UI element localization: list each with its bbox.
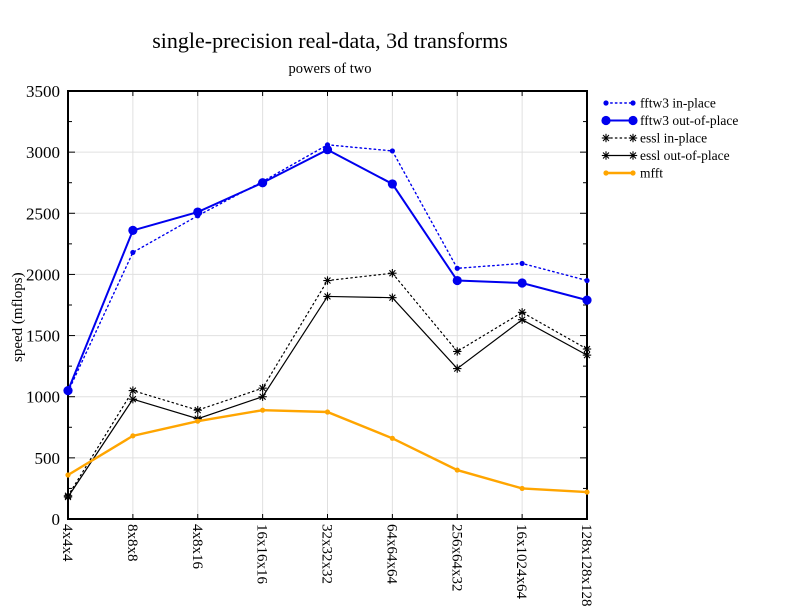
legend-label: fftw3 out-of-place [640,113,738,128]
legend-label: mfft [640,166,663,181]
circle-small-marker [65,472,71,478]
axis-ticks [67,91,588,519]
circle-small-marker [260,407,266,413]
y-tick-labels: 0 500 1000 1500 2000 2500 3000 3500 [26,82,60,529]
x-tick-label: 32x32x32 [319,524,335,584]
circle-large-marker [452,275,462,286]
circle-small-marker [603,100,609,106]
x-tick-label: 16x1024x64 [513,524,529,600]
asterisk-marker [388,269,397,278]
circle-small-marker [389,435,395,441]
gridlines [68,91,587,519]
y-tick-label: 1500 [26,327,60,346]
asterisk-marker [63,492,73,502]
circle-small-marker [519,485,525,492]
circle-small-marker [130,249,136,256]
legend-label: essl out-of-place [640,148,730,163]
circle-small-marker [389,148,395,154]
circle-large-marker [322,145,333,155]
x-tick-label: 256x64x32 [448,524,464,592]
y-tick-label: 500 [35,449,61,468]
x-tick-label: 4x4x4 [59,524,75,562]
x-tick-label: 64x64x64 [383,524,399,585]
legend-item-fftw3-out-of-place: fftw3 out-of-place [601,113,738,128]
asterisk-marker [601,133,611,143]
circle-large-marker [517,278,527,288]
circle-small-marker [584,489,590,495]
x-tick-labels: 4x4x4 8x8x8 4x8x16 16x16x16 32x32x32 64x64x64… [59,524,594,607]
x-tick-label: 4x8x16 [189,524,205,570]
chart-subtitle: powers of two [288,61,372,77]
asterisk-marker [323,276,332,285]
y-tick-label: 3000 [26,143,60,162]
legend-label: fftw3 in-place [640,96,716,111]
circle-large-marker [582,295,592,305]
asterisk-marker [258,392,267,401]
x-tick-label: 128x128x128 [578,524,594,607]
asterisk-marker [128,386,138,395]
legend-item-mfft: mfft [603,166,663,181]
circle-large-marker [387,179,397,189]
circle-small-marker [603,170,609,176]
y-tick-label: 2000 [26,265,60,284]
circle-small-marker [195,418,201,424]
asterisk-marker [628,133,638,143]
legend-item-essl-in-place: essl in-place [601,131,707,146]
circle-small-marker [454,265,460,271]
circle-large-marker [628,115,638,126]
legend-item-fftw3-in-place: fftw3 in-place [603,96,716,111]
y-tick-label: 1000 [26,388,60,407]
circle-small-marker [584,277,590,284]
asterisk-marker [517,315,527,324]
asterisk-marker [453,364,462,373]
legend: fftw3 in-place fftw3 out-of-place essl in-… [601,96,738,181]
asterisk-marker [582,350,592,360]
circle-large-marker [258,178,268,188]
circle-small-marker [630,170,636,176]
circle-large-marker [128,225,138,236]
asterisk-marker [388,293,397,302]
asterisk-marker [128,394,138,404]
asterisk-marker [193,405,202,415]
series-fftw3-out-of-place [63,145,592,396]
circle-large-marker [63,386,73,396]
circle-large-marker [193,207,203,217]
asterisk-marker [258,383,267,393]
y-tick-label: 2500 [26,204,60,223]
asterisk-marker [517,308,527,317]
asterisk-marker [601,151,611,160]
circle-small-marker [454,467,460,473]
y-tick-label: 3500 [26,82,60,101]
series-mfft [65,407,590,495]
circle-small-marker [324,409,331,415]
circle-small-marker [519,260,525,267]
legend-item-essl-out-of-place: essl out-of-place [601,148,730,163]
asterisk-marker [453,347,462,356]
x-tick-label: 8x8x8 [124,524,140,562]
asterisk-marker [323,292,332,301]
x-tick-label: 16x16x16 [254,524,270,585]
y-tick-label: 0 [52,510,61,529]
chart-title: single-precision real-data, 3d transform… [152,28,508,53]
series-essl-in-place [63,269,592,500]
series-essl-out-of-place [63,292,592,502]
circle-small-marker [630,100,636,106]
circle-large-marker [601,115,611,126]
asterisk-marker [628,151,638,160]
legend-label: essl in-place [640,131,707,146]
circle-small-marker [130,433,136,439]
